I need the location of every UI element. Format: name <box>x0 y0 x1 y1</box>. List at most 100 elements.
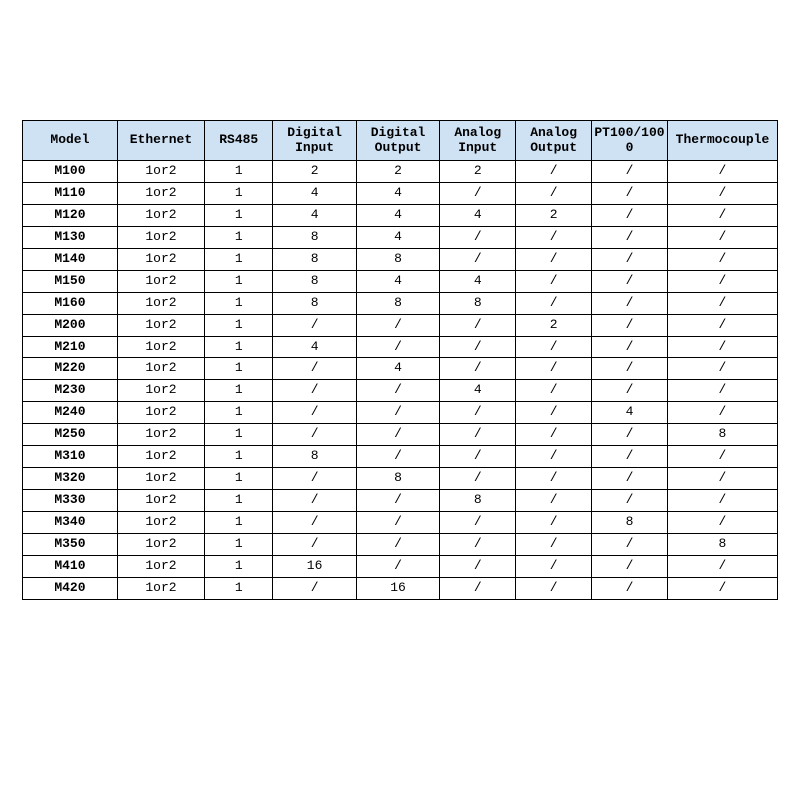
table-cell: 1or2 <box>117 512 204 534</box>
table-cell: / <box>273 402 356 424</box>
table-cell: / <box>356 314 439 336</box>
col-analog-out: Analog Output <box>516 121 592 161</box>
table-cell: 1or2 <box>117 446 204 468</box>
table-cell: M420 <box>23 577 118 599</box>
table-row: M2001or21///2// <box>23 314 778 336</box>
table-cell: 1or2 <box>117 204 204 226</box>
table-row: M1101or2144//// <box>23 182 778 204</box>
table-cell: / <box>440 182 516 204</box>
table-cell: / <box>516 468 592 490</box>
table-cell: / <box>516 512 592 534</box>
table-cell: 1or2 <box>117 161 204 183</box>
table-row: M1601or21888/// <box>23 292 778 314</box>
table-cell: M220 <box>23 358 118 380</box>
table-cell: 1 <box>205 533 273 555</box>
table-cell: / <box>592 161 668 183</box>
table-cell: 1 <box>205 555 273 577</box>
table-cell: 16 <box>356 577 439 599</box>
table-cell: 1or2 <box>117 270 204 292</box>
table-row: M3501or21/////8 <box>23 533 778 555</box>
table-cell: / <box>516 161 592 183</box>
table-cell: 1 <box>205 512 273 534</box>
table-cell: 1 <box>205 182 273 204</box>
table-cell: / <box>516 533 592 555</box>
table-cell: / <box>592 204 668 226</box>
table-cell: 1or2 <box>117 248 204 270</box>
table-cell: / <box>592 270 668 292</box>
table-cell: 1or2 <box>117 182 204 204</box>
table-cell: 1or2 <box>117 402 204 424</box>
table-cell: / <box>667 446 777 468</box>
table-cell: / <box>440 555 516 577</box>
table-cell: 1or2 <box>117 336 204 358</box>
table-cell: 4 <box>356 270 439 292</box>
table-cell: 1or2 <box>117 490 204 512</box>
col-rs485: RS485 <box>205 121 273 161</box>
table-cell: 4 <box>273 204 356 226</box>
table-cell: 8 <box>356 468 439 490</box>
table-cell: / <box>667 270 777 292</box>
table-cell: 1 <box>205 424 273 446</box>
table-cell: / <box>592 446 668 468</box>
table-cell: / <box>516 490 592 512</box>
table-cell: / <box>667 358 777 380</box>
table-row: M2301or21//4/// <box>23 380 778 402</box>
table-cell: M210 <box>23 336 118 358</box>
table-cell: 8 <box>667 533 777 555</box>
col-model: Model <box>23 121 118 161</box>
table-cell: 8 <box>273 292 356 314</box>
table-cell: M320 <box>23 468 118 490</box>
table-cell: / <box>667 512 777 534</box>
table-cell: / <box>592 555 668 577</box>
table-cell: 2 <box>516 314 592 336</box>
table-cell: / <box>440 512 516 534</box>
table-cell: / <box>592 358 668 380</box>
table-cell: / <box>516 577 592 599</box>
table-cell: M110 <box>23 182 118 204</box>
table-cell: / <box>440 446 516 468</box>
table-cell: / <box>667 226 777 248</box>
table-cell: M340 <box>23 512 118 534</box>
table-cell: / <box>440 577 516 599</box>
table-cell: / <box>592 336 668 358</box>
table-cell: 1 <box>205 577 273 599</box>
spec-table: Model Ethernet RS485 Digital Input Digit… <box>22 120 778 600</box>
table-cell: 1 <box>205 468 273 490</box>
col-digital-in: Digital Input <box>273 121 356 161</box>
table-cell: / <box>273 314 356 336</box>
table-cell: 4 <box>356 204 439 226</box>
table-cell: / <box>516 182 592 204</box>
table-cell: / <box>592 424 668 446</box>
table-cell: / <box>356 555 439 577</box>
table-cell: / <box>356 512 439 534</box>
table-cell: 8 <box>273 446 356 468</box>
table-cell: M310 <box>23 446 118 468</box>
table-cell: / <box>356 446 439 468</box>
table-row: M3101or218///// <box>23 446 778 468</box>
table-cell: M100 <box>23 161 118 183</box>
table-cell: 2 <box>356 161 439 183</box>
table-cell: / <box>516 248 592 270</box>
table-cell: M150 <box>23 270 118 292</box>
table-cell: 1or2 <box>117 380 204 402</box>
table-cell: 1 <box>205 226 273 248</box>
col-ethernet: Ethernet <box>117 121 204 161</box>
table-row: M1001or21222/// <box>23 161 778 183</box>
table-cell: 8 <box>273 226 356 248</box>
table-cell: M200 <box>23 314 118 336</box>
table-row: M2501or21/////8 <box>23 424 778 446</box>
table-cell: / <box>516 446 592 468</box>
table-cell: 4 <box>440 380 516 402</box>
table-cell: 2 <box>273 161 356 183</box>
table-cell: 1 <box>205 336 273 358</box>
table-cell: 1 <box>205 204 273 226</box>
table-cell: / <box>516 336 592 358</box>
table-cell: / <box>440 314 516 336</box>
table-cell: 8 <box>273 248 356 270</box>
table-cell: / <box>356 424 439 446</box>
table-cell: / <box>592 314 668 336</box>
table-row: M4201or21/16//// <box>23 577 778 599</box>
table-row: M1401or2188//// <box>23 248 778 270</box>
table-row: M3201or21/8//// <box>23 468 778 490</box>
table-row: M2201or21/4//// <box>23 358 778 380</box>
